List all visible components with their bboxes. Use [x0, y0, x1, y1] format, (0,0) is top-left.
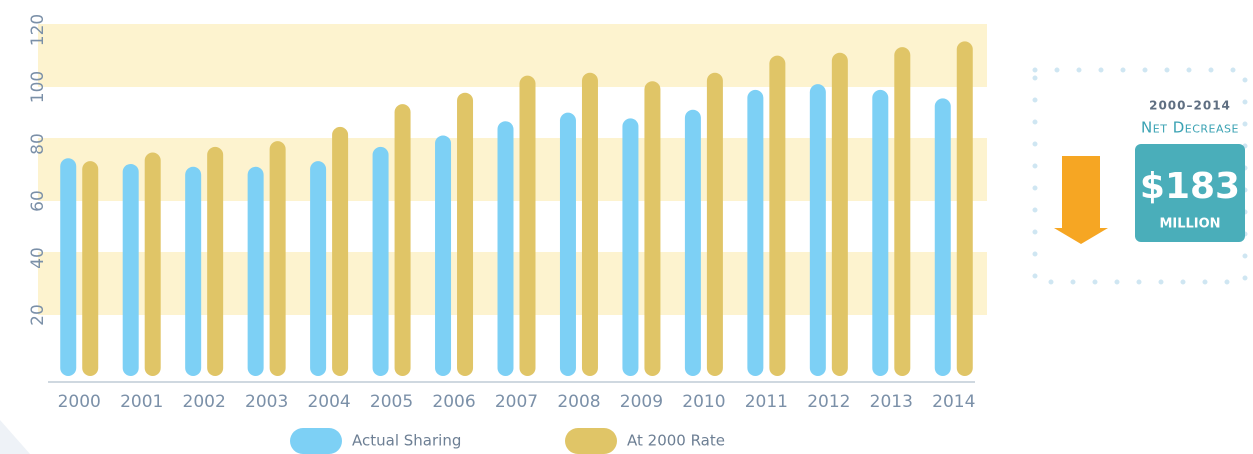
y-tick-label: 60 [28, 190, 48, 212]
bar [247, 166, 264, 376]
amount-box [1135, 144, 1245, 242]
bar [581, 72, 598, 376]
down-arrow [1054, 156, 1108, 244]
bar [185, 166, 202, 376]
bar [435, 135, 452, 376]
legend-label: Actual Sharing [352, 432, 461, 450]
x-tick-label: 2012 [807, 392, 850, 412]
bar [519, 75, 536, 376]
bar [559, 112, 576, 377]
legend-swatch [290, 428, 342, 454]
bar [872, 89, 889, 376]
x-tick-label: 2001 [120, 392, 163, 412]
y-tick-label: 100 [28, 71, 48, 103]
x-tick-label: 2000 [58, 392, 101, 412]
bar [831, 52, 848, 377]
x-tick-label: 2013 [870, 392, 913, 412]
bar [60, 158, 77, 376]
bar [310, 161, 327, 376]
bar [934, 98, 951, 377]
bar [769, 55, 786, 377]
grid-band [38, 24, 987, 87]
x-tick-label: 2007 [495, 392, 538, 412]
legend-swatch [565, 428, 617, 454]
x-tick-label: 2003 [245, 392, 288, 412]
bar [706, 72, 723, 376]
y-tick-label: 20 [28, 304, 48, 326]
bar [372, 146, 389, 376]
bar [269, 141, 286, 376]
plot: 20 40 60 80 100 120 2000 2001 2002 2003 2004 2005 20… [28, 14, 987, 454]
x-tick-label: 2008 [557, 392, 600, 412]
y-tick-label: 120 [28, 14, 48, 46]
x-tick-label: 2009 [620, 392, 663, 412]
panel-label: Net Decrease [1141, 119, 1239, 137]
bar [394, 104, 411, 376]
summary-panel: 2000–2014 Net Decrease $183 MILLION [1032, 67, 1248, 285]
legend-label: At 2000 Rate [627, 432, 725, 450]
dotted-frame [1032, 67, 1248, 285]
bar [956, 41, 973, 377]
x-tick-label: 2006 [432, 392, 475, 412]
bar [144, 152, 161, 376]
y-tick-label: 40 [28, 247, 48, 269]
bar [644, 81, 661, 377]
x-tick-label: 2014 [932, 392, 975, 412]
panel-unit: MILLION [1159, 217, 1220, 232]
bar [82, 161, 99, 376]
bar [809, 84, 826, 377]
bar [747, 89, 764, 376]
bar [894, 47, 911, 376]
panel-period: 2000–2014 [1149, 99, 1231, 113]
bar [332, 126, 349, 377]
bar [122, 163, 139, 376]
bar [207, 146, 224, 376]
x-tick-label: 2005 [370, 392, 413, 412]
x-tick-label: 2002 [183, 392, 226, 412]
panel-amount: $183 [1140, 166, 1240, 207]
bar [622, 118, 639, 376]
corner-decoration [0, 420, 30, 454]
bar [497, 121, 514, 376]
x-tick-label: 2004 [307, 392, 350, 412]
bar [684, 109, 701, 377]
bar [457, 92, 474, 376]
y-tick-label: 80 [28, 133, 48, 155]
x-tick-label: 2010 [682, 392, 725, 412]
x-tick-label: 2011 [745, 392, 788, 412]
